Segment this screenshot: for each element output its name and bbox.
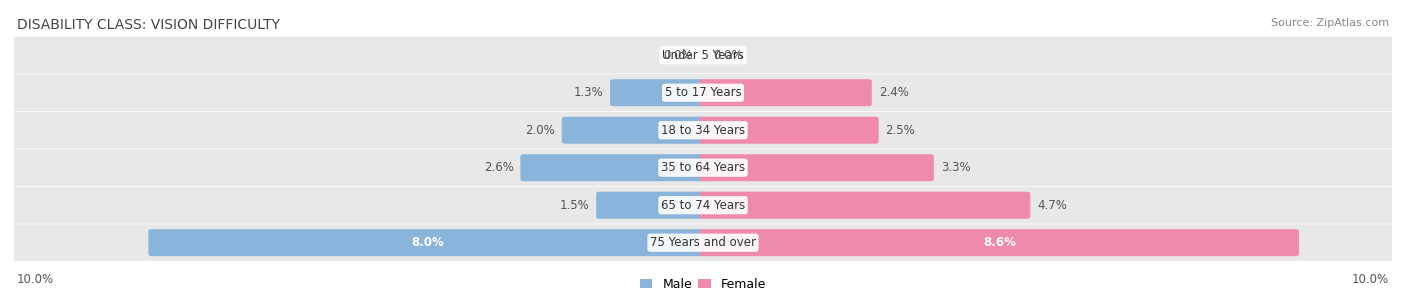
- FancyBboxPatch shape: [700, 192, 1031, 219]
- FancyBboxPatch shape: [596, 192, 706, 219]
- FancyBboxPatch shape: [149, 229, 706, 256]
- FancyBboxPatch shape: [8, 187, 1398, 223]
- FancyBboxPatch shape: [610, 79, 706, 106]
- FancyBboxPatch shape: [700, 117, 879, 144]
- FancyBboxPatch shape: [8, 74, 1398, 111]
- Text: 2.0%: 2.0%: [524, 124, 555, 137]
- Text: 3.3%: 3.3%: [941, 161, 970, 174]
- Text: 8.0%: 8.0%: [411, 236, 444, 249]
- Text: 10.0%: 10.0%: [17, 273, 53, 286]
- Text: 0.0%: 0.0%: [664, 49, 693, 62]
- Text: 1.3%: 1.3%: [574, 86, 603, 99]
- FancyBboxPatch shape: [8, 37, 1398, 74]
- Text: 0.0%: 0.0%: [713, 49, 742, 62]
- Text: 8.6%: 8.6%: [983, 236, 1015, 249]
- Text: 35 to 64 Years: 35 to 64 Years: [661, 161, 745, 174]
- FancyBboxPatch shape: [562, 117, 706, 144]
- Text: Under 5 Years: Under 5 Years: [662, 49, 744, 62]
- FancyBboxPatch shape: [8, 149, 1398, 186]
- Text: 75 Years and over: 75 Years and over: [650, 236, 756, 249]
- Text: 2.6%: 2.6%: [484, 161, 513, 174]
- FancyBboxPatch shape: [8, 112, 1398, 149]
- Text: Source: ZipAtlas.com: Source: ZipAtlas.com: [1271, 18, 1389, 28]
- Legend: Male, Female: Male, Female: [636, 273, 770, 296]
- Text: 2.5%: 2.5%: [886, 124, 915, 137]
- Text: 65 to 74 Years: 65 to 74 Years: [661, 199, 745, 212]
- FancyBboxPatch shape: [700, 154, 934, 181]
- Text: 18 to 34 Years: 18 to 34 Years: [661, 124, 745, 137]
- FancyBboxPatch shape: [8, 224, 1398, 261]
- Text: 5 to 17 Years: 5 to 17 Years: [665, 86, 741, 99]
- Text: 1.5%: 1.5%: [560, 199, 589, 212]
- Text: 4.7%: 4.7%: [1038, 199, 1067, 212]
- FancyBboxPatch shape: [700, 79, 872, 106]
- Text: 2.4%: 2.4%: [879, 86, 908, 99]
- FancyBboxPatch shape: [520, 154, 706, 181]
- Text: DISABILITY CLASS: VISION DIFFICULTY: DISABILITY CLASS: VISION DIFFICULTY: [17, 18, 280, 32]
- Text: 10.0%: 10.0%: [1353, 273, 1389, 286]
- FancyBboxPatch shape: [700, 229, 1299, 256]
